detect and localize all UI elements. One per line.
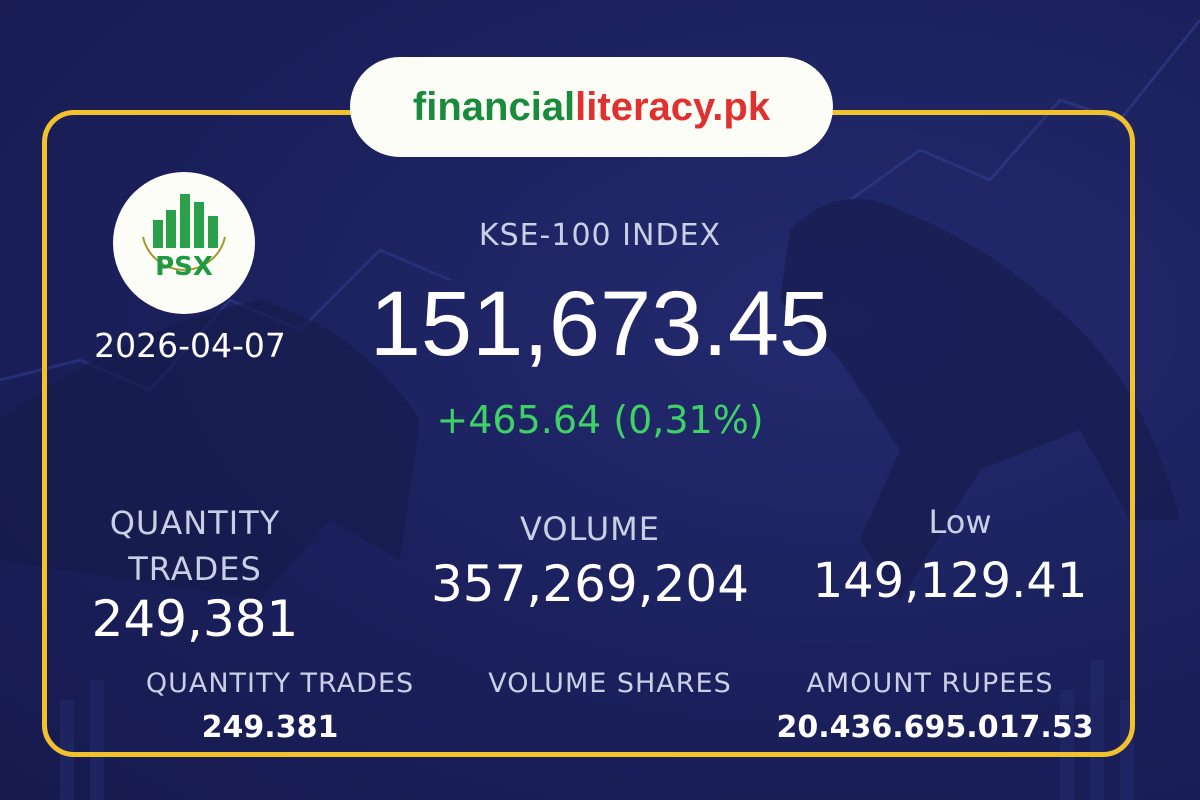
low-value: 149,129.41 xyxy=(812,553,1088,609)
label-line-2: TRADES xyxy=(128,550,262,588)
brand-part-2: literacy.pk xyxy=(575,84,771,129)
footer-quantity-trades-label: QUANTITY TRADES xyxy=(145,668,415,699)
svg-text:PSX: PSX xyxy=(155,252,213,282)
date: 2026-04-07 xyxy=(94,326,286,365)
index-label: KSE-100 INDEX xyxy=(478,218,722,253)
psx-logo: PSX xyxy=(113,172,255,314)
brand-part-1: financial xyxy=(412,84,576,129)
volume-value: 357,269,204 xyxy=(430,555,750,613)
footer-quantity-trades-value: 249.381 xyxy=(201,710,339,745)
index-change: +465.64 (0,31%) xyxy=(436,398,764,442)
quantity-trades-value: 249,381 xyxy=(91,590,299,648)
label-line-1: QUANTITY xyxy=(109,504,281,542)
brand-banner: financial literacy.pk xyxy=(350,57,833,157)
footer-volume-shares-label: VOLUME SHARES xyxy=(488,668,732,699)
quantity-trades-label: QUANTITY TRADES xyxy=(60,500,330,592)
bull-silhouette xyxy=(780,198,1180,600)
low-label: Low xyxy=(928,503,992,541)
volume-label: VOLUME xyxy=(520,510,660,548)
footer-amount-rupees-value: 20.436.695.017.53 xyxy=(776,710,1094,745)
footer-amount-rupees-label: AMOUNT RUPEES xyxy=(806,668,1054,699)
index-value: 151,673.45 xyxy=(369,273,831,375)
bear-silhouette xyxy=(0,300,420,600)
